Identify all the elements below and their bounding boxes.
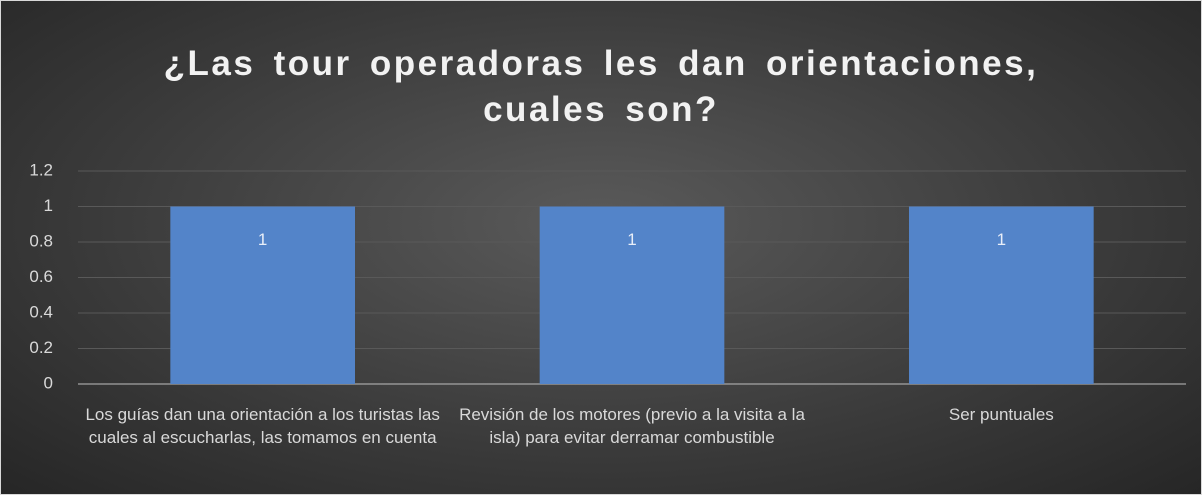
bar [170,206,355,384]
bar [539,206,725,384]
data-label: 1 [258,230,267,249]
chart-title: ¿Las tour operadoras les dan orientacion… [163,44,1039,129]
y-tick-label: 0.8 [29,231,53,250]
y-tick-label: 0 [44,373,53,392]
y-tick-label: 0.2 [29,338,53,357]
y-tick-label: 0.4 [29,302,53,321]
y-tick-label: 1 [44,196,53,215]
x-tick-label: Los guías dan una orientación a los turi… [85,405,440,447]
y-tick-label: 0.6 [29,267,53,286]
x-tick-label: Ser puntuales [948,405,1054,424]
data-label: 1 [997,230,1006,249]
bar [909,206,1094,384]
x-tick-label: Revisión de los motores (previo a la vis… [459,405,805,447]
data-label: 1 [627,230,636,249]
y-tick-label: 1.2 [29,160,53,179]
